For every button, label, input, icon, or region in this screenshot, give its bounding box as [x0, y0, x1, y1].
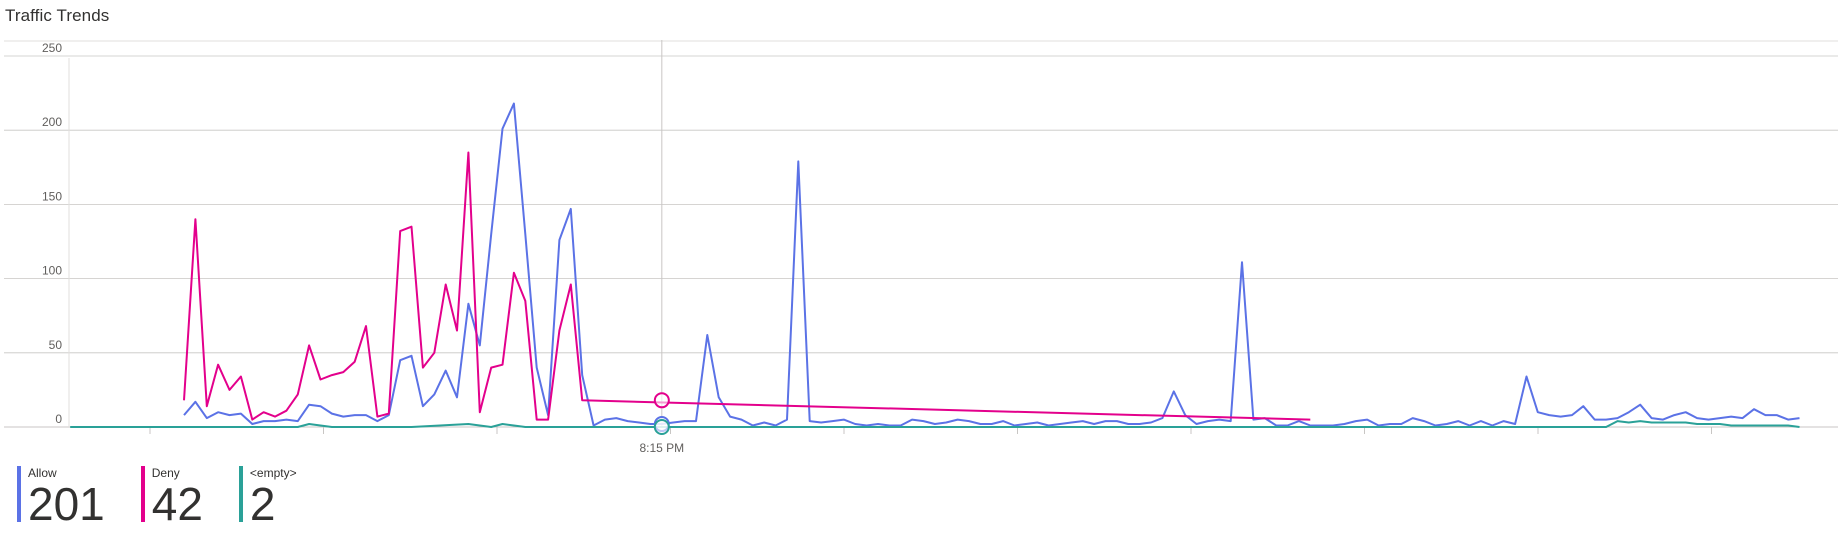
x-axis: 8:15 PM	[149, 427, 1712, 455]
y-axis: 0 50 100 150 200 250	[42, 41, 62, 426]
y-tick-label: 0	[55, 412, 62, 426]
legend-swatch-empty	[238, 466, 243, 522]
grid-lines	[4, 40, 1838, 428]
traffic-trends-chart: 0 50 100 150 200 250 8:15 PM	[4, 40, 1838, 455]
series-line-0	[183, 102, 1800, 427]
legend-swatch-allow	[17, 466, 21, 522]
legend: Allow 201 Deny 42 <empty> 2	[17, 466, 333, 528]
hover-markers	[653, 392, 670, 435]
series-layer	[70, 102, 1800, 428]
y-tick-label: 250	[42, 41, 62, 55]
y-tick-label: 100	[42, 264, 62, 278]
legend-item-deny[interactable]: Deny 42	[140, 466, 203, 530]
legend-item-empty[interactable]: <empty> 2	[238, 466, 297, 530]
y-tick-label: 200	[42, 115, 62, 129]
y-tick-label: 50	[49, 338, 63, 352]
hover-marker-2	[653, 419, 670, 435]
legend-value-empty: 2	[249, 478, 276, 530]
chart-title: Traffic Trends	[5, 6, 110, 25]
legend-value-deny: 42	[151, 478, 203, 530]
legend-label-empty: <empty>	[249, 466, 297, 480]
y-tick-label: 150	[42, 189, 62, 203]
legend-label-deny: Deny	[151, 466, 180, 480]
legend-swatch-deny	[140, 466, 145, 522]
legend-value-allow: 201	[28, 478, 105, 530]
hover-marker-1	[653, 392, 670, 409]
series-line-1	[183, 151, 1311, 421]
legend-item-allow[interactable]: Allow 201	[17, 466, 105, 528]
x-tick-label: 8:15 PM	[639, 441, 684, 455]
series-line-2	[70, 420, 1800, 428]
legend-label-allow: Allow	[28, 466, 57, 480]
